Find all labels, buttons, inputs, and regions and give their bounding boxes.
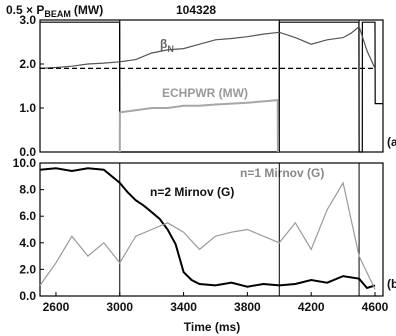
y-tick-label: 0.0 — [19, 289, 36, 303]
y-tick-label: 8.0 — [19, 183, 36, 197]
y-tick-label: 2.0 — [19, 262, 36, 276]
y-tick-label: 4.0 — [19, 236, 36, 250]
series-n2 — [39, 167, 376, 290]
panel-a-ylabel: 0.5 × PBEAM (MW) — [6, 3, 103, 19]
panel-b-frame — [39, 162, 384, 297]
shot-number: 104328 — [176, 3, 216, 17]
series-echpwr — [118, 99, 279, 153]
panel-b-label: (b — [387, 277, 396, 291]
y-tick-label: 10.0 — [13, 156, 37, 170]
panel-b: n=2 Mirnov (G) n=1 Mirnov (G) (b Time (m… — [13, 156, 396, 334]
n2-mirnov-annotation: n=2 Mirnov (G) — [150, 185, 234, 199]
x-tick-label: 3000 — [106, 300, 133, 314]
y-tick-label: 2.0 — [19, 57, 36, 71]
y-tick-label: 6.0 — [19, 209, 36, 223]
x-tick-label: 3400 — [170, 300, 197, 314]
x-tick-label: 4600 — [362, 300, 389, 314]
x-tick-label: 3800 — [234, 300, 261, 314]
x-tick-label: 4200 — [298, 300, 325, 314]
panel-a: 0.5 × PBEAM (MW) 104328 βN ECHPWR (MW) (a… — [6, 3, 396, 159]
panel-a-label: (a — [387, 135, 396, 149]
series-betaN — [39, 25, 376, 69]
n1-mirnov-annotation: n=1 Mirnov (G) — [240, 166, 324, 180]
y-tick-label: 1.0 — [19, 101, 36, 115]
y-tick-label: 3.0 — [19, 13, 36, 27]
echpwr-annotation: ECHPWR (MW) — [162, 86, 248, 100]
betaN-annotation: βN — [160, 37, 174, 54]
x-axis-title: Time (ms) — [184, 320, 240, 334]
y-tick-label: 0.0 — [19, 145, 36, 159]
x-tick-label: 2600 — [43, 300, 70, 314]
series-n1 — [39, 181, 376, 290]
